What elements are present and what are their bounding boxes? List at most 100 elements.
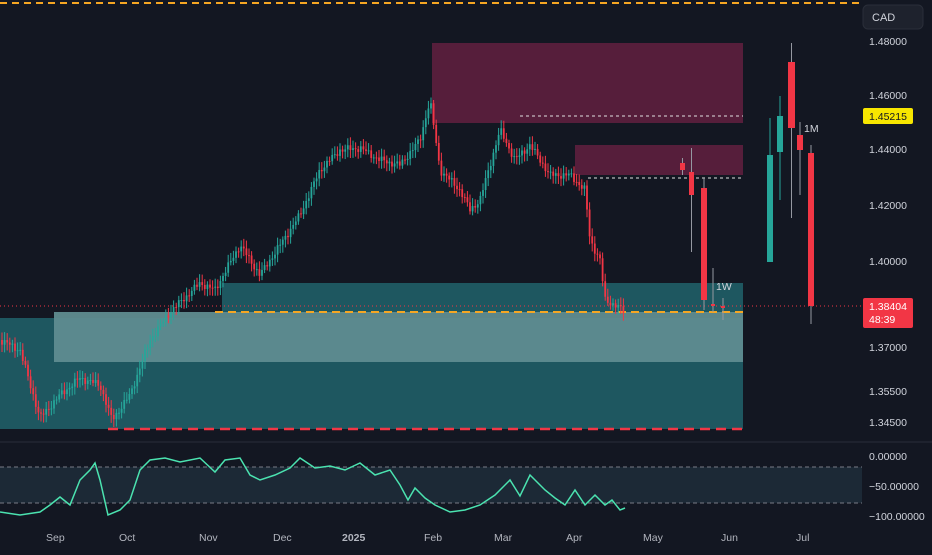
candle-body bbox=[422, 127, 425, 141]
time-label: Sep bbox=[46, 532, 65, 544]
candle-body bbox=[523, 150, 526, 154]
candle-body bbox=[185, 295, 188, 302]
candle-body bbox=[263, 265, 266, 270]
candle-body bbox=[411, 150, 414, 152]
candle-body bbox=[557, 173, 560, 177]
candle-body bbox=[271, 258, 274, 260]
candle-body bbox=[500, 128, 503, 135]
candle-body bbox=[432, 103, 435, 125]
candle-body bbox=[474, 206, 477, 208]
supply-zone-lower[interactable] bbox=[575, 145, 743, 175]
candle-body bbox=[63, 390, 66, 395]
candle-body bbox=[328, 160, 331, 162]
candle-body bbox=[112, 414, 115, 420]
oscillator-label: −100.00000 bbox=[869, 511, 925, 523]
demand-zone-core[interactable] bbox=[54, 312, 743, 362]
price-label: 1.40000 bbox=[869, 256, 907, 268]
demand-zone-upper[interactable] bbox=[222, 283, 743, 313]
candle-body bbox=[362, 146, 365, 150]
candle-body bbox=[53, 400, 55, 409]
candle-body bbox=[476, 204, 479, 208]
candle-body bbox=[547, 171, 549, 173]
candle-body bbox=[427, 108, 430, 119]
candle-body bbox=[71, 386, 74, 388]
candle-body bbox=[214, 286, 217, 288]
candle-body bbox=[313, 181, 315, 187]
candle-body bbox=[37, 406, 40, 413]
candle-body bbox=[352, 148, 354, 150]
candle-body bbox=[105, 394, 107, 405]
time-label: Jun bbox=[721, 532, 738, 544]
price-label: 1.46000 bbox=[869, 90, 907, 102]
htf-candle-body bbox=[777, 116, 783, 152]
candle-body bbox=[209, 284, 211, 288]
candle-body bbox=[237, 251, 240, 253]
candlestick-series[interactable] bbox=[1, 97, 625, 428]
time-label: May bbox=[643, 532, 664, 544]
candle-body bbox=[107, 404, 110, 408]
candle-body bbox=[76, 378, 79, 380]
candle-body bbox=[367, 150, 370, 152]
candle-body bbox=[541, 162, 544, 164]
htf-candle-body bbox=[797, 135, 803, 150]
candle-body bbox=[372, 157, 375, 159]
candle-body bbox=[102, 389, 105, 395]
oscillator-line bbox=[0, 457, 626, 517]
candle-body bbox=[99, 385, 102, 390]
supply-zone-upper[interactable] bbox=[432, 43, 743, 123]
price-axis[interactable]: 1.48000 1.46000 1.44000 1.42000 1.40000 … bbox=[869, 36, 907, 429]
candle-body bbox=[393, 163, 396, 167]
candle-body bbox=[380, 156, 383, 161]
candle-body bbox=[219, 281, 222, 289]
candle-body bbox=[27, 364, 29, 377]
candle-body bbox=[55, 399, 58, 401]
candle-body bbox=[565, 173, 568, 176]
candle-body bbox=[406, 158, 409, 160]
candle-body bbox=[539, 155, 542, 163]
candle-body bbox=[190, 290, 193, 296]
candle-body bbox=[276, 245, 279, 255]
candle-body bbox=[326, 160, 328, 168]
time-label: Jul bbox=[796, 532, 809, 544]
higher-timeframe-candles[interactable] bbox=[680, 43, 814, 324]
candle-body bbox=[287, 235, 289, 238]
candle-body bbox=[157, 326, 159, 336]
price-label: 1.44000 bbox=[869, 144, 907, 156]
candle-body bbox=[505, 138, 508, 144]
htf-candle-body bbox=[788, 62, 795, 128]
candle-body bbox=[424, 118, 427, 128]
candle-body bbox=[232, 257, 235, 261]
candle-body bbox=[211, 287, 214, 289]
candle-body bbox=[318, 169, 321, 179]
currency-button[interactable] bbox=[862, 4, 924, 30]
last-price-value: 1.38404 bbox=[869, 301, 907, 313]
candle-body bbox=[562, 173, 565, 179]
candle-body bbox=[614, 303, 617, 308]
candle-body bbox=[196, 284, 198, 287]
candle-body bbox=[289, 228, 292, 238]
candle-body bbox=[578, 182, 581, 186]
time-axis[interactable]: Sep Oct Nov Dec 2025 Feb Mar Apr May Jun… bbox=[46, 532, 809, 544]
htf-candle-body bbox=[808, 153, 814, 306]
candle-body bbox=[222, 275, 224, 282]
candle-body bbox=[66, 389, 68, 395]
candle-body bbox=[14, 343, 16, 351]
candle-body bbox=[354, 148, 357, 150]
candle-body bbox=[159, 323, 162, 327]
candle-body bbox=[471, 206, 474, 212]
candle-body bbox=[450, 178, 453, 180]
candle-body bbox=[479, 195, 482, 205]
candle-body bbox=[188, 295, 191, 297]
oscillator-label: 0.00000 bbox=[869, 451, 907, 463]
candle-body bbox=[235, 251, 237, 258]
candle-body bbox=[515, 156, 518, 158]
candle-body bbox=[294, 221, 297, 225]
candle-body bbox=[463, 197, 466, 199]
candle-body bbox=[8, 342, 11, 345]
candle-body bbox=[268, 259, 271, 267]
candle-body bbox=[144, 349, 146, 361]
candle-body bbox=[346, 145, 349, 150]
candle-body bbox=[198, 282, 201, 287]
